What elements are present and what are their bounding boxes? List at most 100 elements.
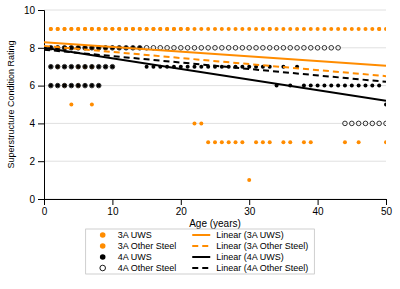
point [240,46,245,51]
point [261,140,265,144]
tick: 0 [29,194,44,205]
point [220,140,224,144]
point [233,46,238,51]
legend-label: 4A UWS [118,252,152,262]
point [240,140,244,144]
tick: 4 [29,118,44,129]
point [76,27,80,31]
tick-label: 20 [176,206,188,217]
point [83,65,87,69]
point [268,27,272,31]
point [90,65,94,69]
point [370,27,374,31]
point [76,64,81,69]
point [49,65,53,69]
point [356,121,361,126]
tick: 6 [29,80,44,91]
point [350,27,354,31]
point [179,27,183,31]
legend-label: Linear (4A UWS) [216,252,284,262]
tick-mark [249,199,250,205]
tick-label: 10 [107,206,119,217]
point [261,27,265,31]
point [172,27,176,31]
point [309,27,313,31]
point [76,65,80,69]
point [90,84,94,88]
point [97,27,101,31]
point [288,140,292,144]
point [308,46,313,51]
legend-item: Linear (4A UWS) [192,252,284,262]
point [281,46,286,51]
point [199,46,204,51]
tick-label: 0 [29,194,35,205]
point [227,140,231,144]
tick-mark [38,161,44,162]
point [63,27,67,31]
point [124,27,128,31]
point [179,27,183,31]
grid [44,10,386,199]
point [104,27,108,31]
point [336,84,340,88]
point [192,65,196,69]
point [322,84,326,88]
point [172,27,176,31]
point [281,140,285,144]
tick: 50 [381,199,393,217]
tick-label: 40 [313,206,325,217]
legend: 3A UWS3A Other Steel4A UWS4A Other Steel… [86,229,315,274]
point [69,84,73,88]
point [83,83,88,88]
point [83,27,87,31]
point [226,46,231,51]
grid-line [44,123,386,124]
tick: 20 [176,199,188,217]
tick-label: 0 [42,206,48,217]
legend-label: Linear (3A Other Steel) [216,241,308,251]
point [377,27,381,31]
point [267,46,272,51]
point [62,83,67,88]
tick: 30 [244,199,256,217]
legend-item: 4A UWS [100,252,152,262]
plot: 010203040500246810Age (years)Superstruct… [6,5,392,229]
point [377,121,382,126]
point [56,27,60,31]
point [343,84,347,88]
point [192,27,196,31]
point [104,27,108,31]
point [76,84,80,88]
legend-item: Linear (3A Other Steel) [192,241,308,251]
legend-marker [100,232,106,238]
point [145,27,149,31]
tick-mark [38,10,44,11]
point [384,27,386,31]
point [357,84,361,88]
point [316,84,320,88]
tick-mark [38,86,44,87]
legend-label: 4A Other Steel [118,263,177,273]
point [90,64,95,69]
point [302,140,306,144]
point [96,64,101,69]
x-axis: 0 10 20 30 40 50 [42,199,393,217]
point [247,27,251,31]
point [220,27,224,31]
point [83,64,88,69]
tick-mark [386,199,387,205]
point [206,46,211,51]
point [350,121,355,126]
legend-label: 3A UWS [118,230,152,240]
y-axis-title: Superstructure Condition Rating [6,40,16,168]
legend-marker [100,265,106,271]
point [151,27,155,31]
point [76,27,80,31]
point [254,27,258,31]
point [370,84,374,88]
point [49,84,53,88]
point [206,27,210,31]
tick-mark [38,48,44,49]
point [363,121,368,126]
